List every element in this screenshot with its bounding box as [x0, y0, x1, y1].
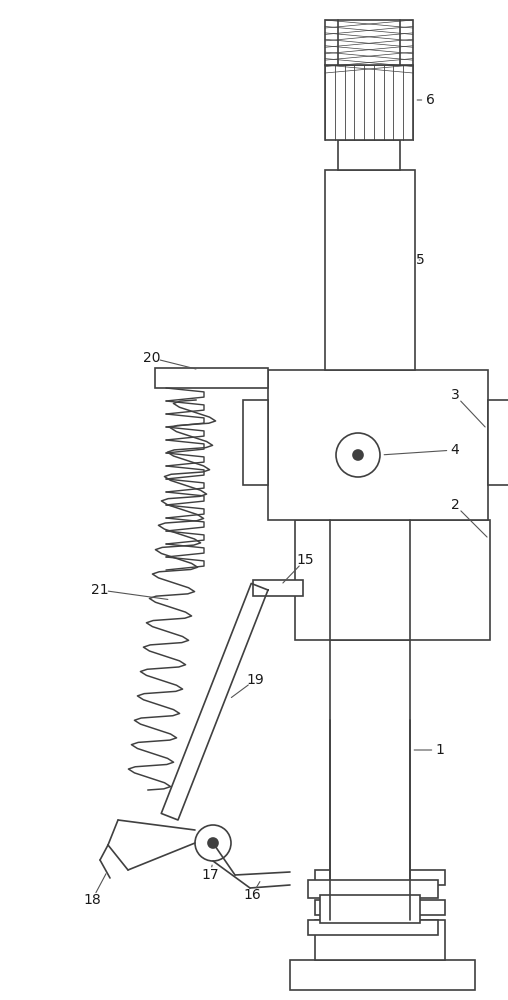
Bar [315, 900, 445, 915]
Bar [325, 20, 413, 65]
Bar [330, 640, 410, 920]
Text: 1: 1 [435, 743, 444, 757]
Text: 3: 3 [451, 388, 459, 402]
Text: 5: 5 [416, 253, 424, 267]
Bar [325, 65, 413, 140]
Bar [488, 400, 508, 485]
Bar [253, 580, 303, 596]
Text: 6: 6 [426, 93, 434, 107]
Bar [308, 920, 438, 935]
Bar [315, 870, 445, 885]
Bar [325, 170, 415, 370]
Text: 17: 17 [201, 868, 219, 882]
Text: 20: 20 [143, 351, 161, 365]
Text: 4: 4 [451, 443, 459, 457]
Bar [290, 960, 475, 990]
Bar [308, 880, 438, 898]
Circle shape [195, 825, 231, 861]
Bar [268, 370, 488, 520]
Circle shape [208, 838, 218, 848]
Bar [315, 920, 445, 960]
Text: 2: 2 [451, 498, 459, 512]
Text: 19: 19 [246, 673, 264, 687]
Text: 15: 15 [296, 553, 314, 567]
Bar [155, 368, 268, 388]
Bar [320, 895, 420, 923]
Text: 16: 16 [243, 888, 261, 902]
Circle shape [336, 433, 380, 477]
Bar [338, 140, 400, 170]
Circle shape [353, 450, 363, 460]
Bar [243, 400, 268, 485]
Bar [295, 520, 490, 640]
Text: 21: 21 [91, 583, 109, 597]
Text: 18: 18 [83, 893, 101, 907]
